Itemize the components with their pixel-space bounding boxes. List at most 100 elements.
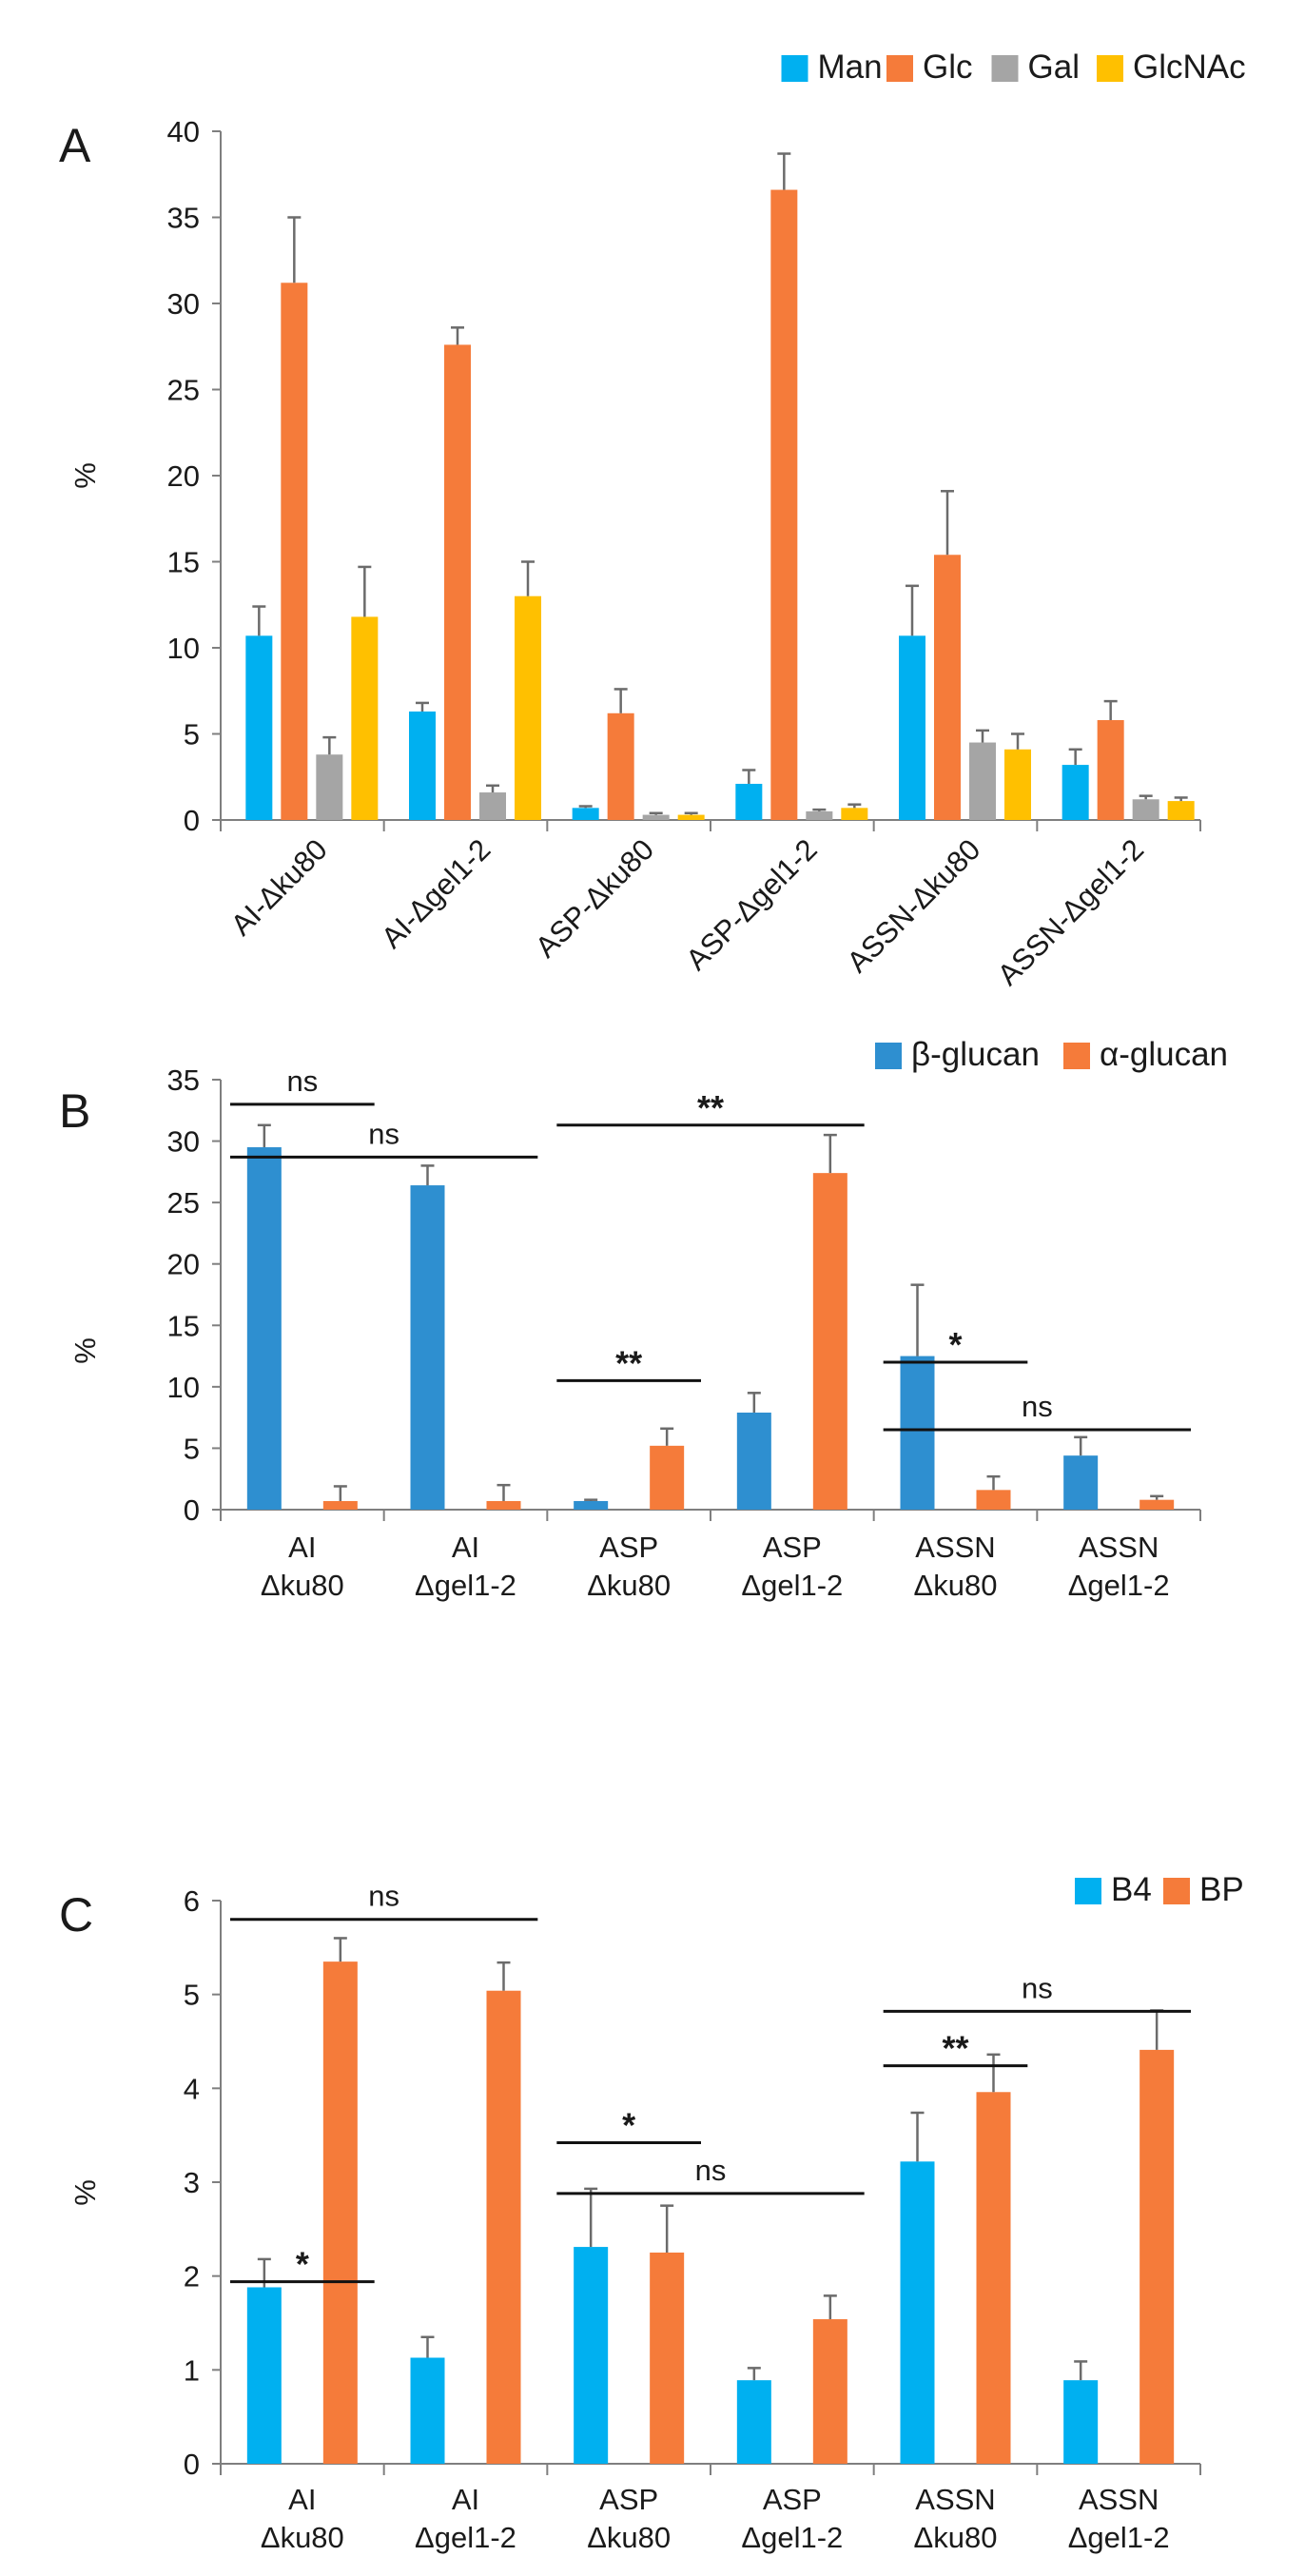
x-category-label: ASSN Δgel1-2 (1068, 1531, 1170, 1602)
bar-glucan-1 (486, 1500, 521, 1510)
x-category-label-line: ASP (763, 1531, 822, 1564)
legend-label: Man (818, 49, 883, 86)
x-category-label-line: ASSN (915, 2483, 995, 2516)
y-tick-label: 10 (167, 632, 200, 665)
y-axis-label: % (68, 1337, 102, 1364)
significance-label: * (948, 1325, 962, 1364)
y-tick-label: 35 (167, 202, 200, 235)
x-category-label: ASP Δku80 (587, 1531, 671, 1602)
legend-swatch (1075, 1878, 1101, 1904)
x-category-label: ASSN Δku80 (914, 1531, 998, 1602)
x-category-label-line: Δgel1-2 (741, 1569, 843, 1602)
bar-glc-2 (607, 712, 634, 820)
bar-bp-0 (322, 1961, 358, 2464)
bar-gal-4 (969, 742, 996, 820)
bar-glucan-3 (812, 1173, 847, 1510)
legend-swatch (1163, 1878, 1190, 1904)
bar-glcnac-4 (1004, 749, 1031, 820)
legend-swatch (781, 55, 808, 82)
y-tick-label: 0 (184, 2448, 200, 2481)
panel-letter: A (59, 119, 91, 172)
significance-label: ** (697, 1088, 724, 1127)
x-category-label: AI Δku80 (261, 1531, 344, 1602)
bar-glcnac-1 (515, 595, 541, 820)
x-category-label-line: Δgel1-2 (1068, 1569, 1170, 1602)
x-category-label-line: Δgel1-2 (415, 2521, 516, 2554)
legend-label: Glc (923, 49, 973, 86)
x-category-label-line: Δgel1-2 (1068, 2521, 1170, 2554)
x-category-label: ASP-Δku80 (529, 832, 660, 964)
bar-glucan-4 (976, 1490, 1011, 1510)
bar-man-0 (245, 635, 273, 820)
x-category-label-line: ASSN (915, 1531, 995, 1564)
legend-label: BP (1199, 1871, 1244, 1908)
y-tick-label: 25 (167, 374, 200, 407)
x-category-label: AI Δgel1-2 (415, 2483, 516, 2554)
x-category-label: AI-Δku80 (224, 832, 334, 942)
y-tick-label: 40 (167, 115, 200, 148)
y-tick-label: 10 (167, 1371, 200, 1404)
bar-gal-2 (642, 814, 670, 820)
legend-swatch (886, 55, 913, 82)
bar-bp-3 (812, 2319, 847, 2464)
significance-label: ** (942, 2029, 968, 2068)
y-tick-label: 5 (184, 718, 200, 751)
bar-glucan-4 (900, 1356, 935, 1510)
bar-glucan-3 (736, 1412, 771, 1510)
bar-man-1 (409, 711, 436, 820)
bar-man-3 (735, 783, 763, 820)
x-category-label-line: ASSN (1079, 2483, 1159, 2516)
chart-panel-c: C% 0 1 2 3 4 5 6 AI Δku80 AI Δgel1-2 ASP Δku80 ASP Δgel… (59, 1871, 1244, 2554)
x-category-label-line: Δku80 (914, 2521, 998, 2554)
y-tick-label: 25 (167, 1186, 200, 1220)
y-tick-label: 20 (167, 1248, 200, 1281)
x-category-label: AI-Δgel1-2 (375, 832, 497, 954)
bar-glc-1 (444, 344, 471, 820)
x-category-label-line: AI (288, 1531, 316, 1564)
y-tick-label: 2 (184, 2260, 200, 2293)
bar-b4-3 (736, 2380, 771, 2464)
x-category-label: ASP-Δgel1-2 (679, 832, 823, 976)
significance-label: ns (1022, 1971, 1053, 2004)
significance-label: ** (615, 1343, 642, 1382)
bar-b4-5 (1063, 2380, 1099, 2464)
significance-label: ns (286, 1064, 318, 1098)
bar-glucan-5 (1063, 1455, 1099, 1510)
bar-glucan-1 (410, 1185, 445, 1510)
x-category-label: ASP Δgel1-2 (741, 2483, 843, 2554)
x-category-label-line: ASSN (1079, 1531, 1159, 1564)
x-category-label: ASP Δku80 (587, 2483, 671, 2554)
legend: B4 BP (1075, 1871, 1244, 1908)
bar-gal-0 (316, 754, 343, 820)
legend: Man Glc Gal GlcNAc (781, 49, 1246, 86)
y-tick-label: 4 (184, 2072, 200, 2105)
x-category-label: ASSN-Δgel1-2 (991, 832, 1150, 991)
x-category-label-line: ASP (763, 2483, 822, 2516)
bar-glucan-0 (322, 1500, 358, 1510)
bar-bp-4 (976, 2092, 1011, 2464)
legend-label: GlcNAc (1133, 49, 1246, 86)
y-tick-label: 20 (167, 459, 200, 493)
legend: β-glucan α-glucan (875, 1036, 1228, 1073)
bar-glc-0 (281, 283, 308, 820)
x-category-label-line: Δku80 (914, 1569, 998, 1602)
bar-glucan-2 (650, 1445, 685, 1510)
y-tick-label: 5 (184, 1432, 200, 1465)
bar-glucan-0 (246, 1147, 282, 1510)
bar-glcnac-2 (677, 814, 705, 820)
y-tick-label: 15 (167, 1309, 200, 1342)
y-tick-label: 35 (167, 1064, 200, 1097)
bar-b4-0 (246, 2287, 282, 2464)
bar-glcnac-3 (841, 808, 868, 820)
y-tick-label: 6 (184, 1884, 200, 1918)
x-category-label-line: Δku80 (587, 1569, 671, 1602)
bar-glc-5 (1097, 720, 1124, 820)
bar-b4-4 (900, 2161, 935, 2464)
y-tick-label: 1 (184, 2353, 200, 2387)
legend-swatch (875, 1043, 902, 1069)
bar-bp-2 (650, 2253, 685, 2464)
bar-glc-3 (770, 189, 798, 821)
bar-man-5 (1062, 765, 1089, 820)
bar-glcnac-5 (1167, 801, 1195, 820)
